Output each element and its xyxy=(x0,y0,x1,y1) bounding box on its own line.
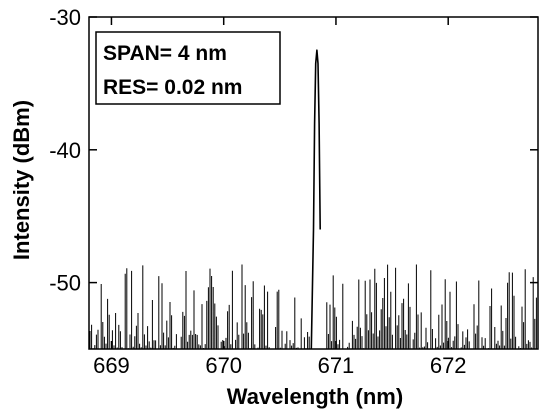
annotation-res: RES= 0.02 nm xyxy=(103,76,242,99)
y-axis-title: Intensity (dBm) xyxy=(9,100,34,260)
axis-ticks: 669 670 671 672 -30 -40 -50 xyxy=(49,5,538,378)
y-tick-label--50: -50 xyxy=(49,271,81,296)
annotation-span: SPAN= 4 nm xyxy=(103,42,227,65)
x-tick-label-671: 671 xyxy=(318,353,355,378)
x-tick-label-669: 669 xyxy=(93,353,130,378)
annotation-box: SPAN= 4 nm RES= 0.02 nm xyxy=(95,31,281,105)
x-tick-label-672: 672 xyxy=(430,353,467,378)
y-tick-label--30: -30 xyxy=(49,5,81,30)
x-tick-label-670: 670 xyxy=(205,353,242,378)
peak-series xyxy=(310,49,321,350)
annotation-frame xyxy=(95,31,281,105)
plot-frame xyxy=(88,16,539,350)
y-tick-label--40: -40 xyxy=(49,138,81,163)
x-axis-title: Wavelength (nm) xyxy=(227,384,403,409)
series-line-0 xyxy=(310,49,321,350)
